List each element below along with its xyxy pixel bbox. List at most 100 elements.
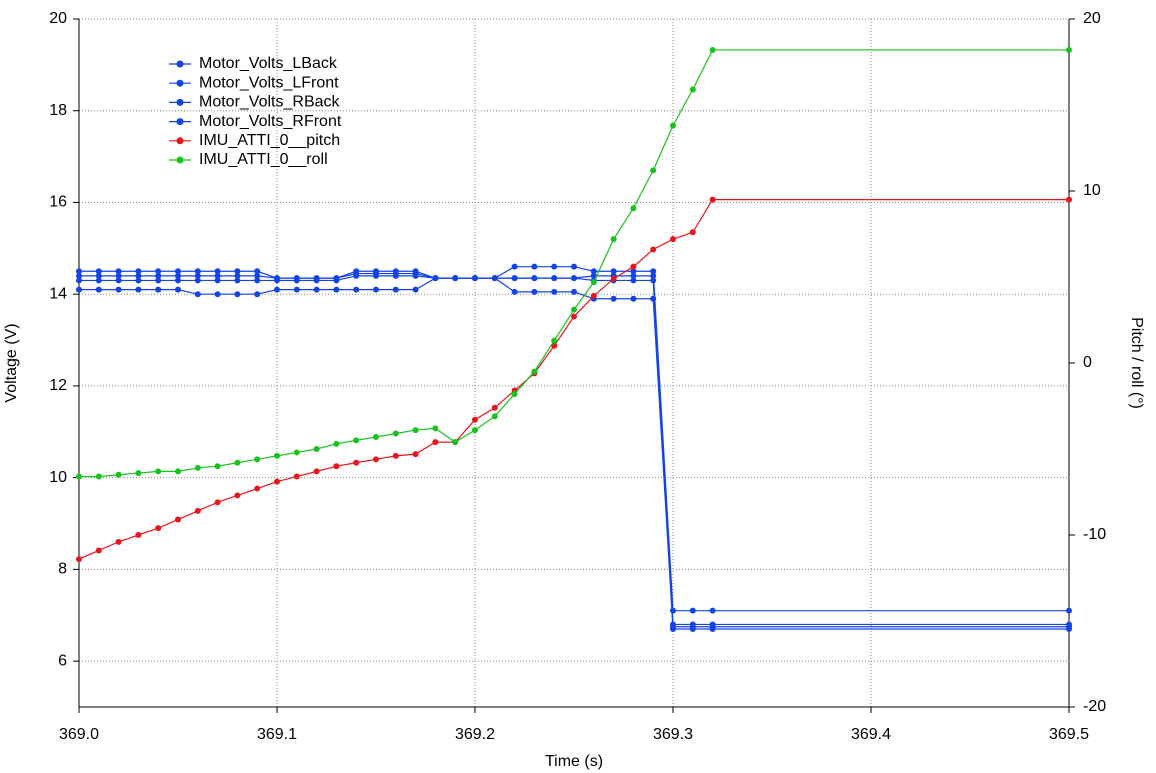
data-point: [115, 538, 122, 545]
data-point: [452, 275, 459, 282]
y2-tick-label: -20: [1083, 698, 1106, 715]
data-point: [214, 268, 221, 275]
data-point: [194, 277, 201, 284]
data-point: [353, 272, 360, 279]
legend-marker: [176, 118, 184, 126]
data-point: [670, 236, 676, 243]
data-point: [234, 492, 241, 499]
legend-label: IMU_ATTI_0__pitch: [199, 132, 340, 149]
series-line: [79, 272, 1069, 626]
data-point: [234, 277, 241, 284]
data-point: [155, 272, 162, 279]
data-point: [214, 291, 221, 298]
data-point: [412, 427, 419, 434]
data-point: [709, 607, 716, 614]
data-point: [313, 286, 320, 293]
data-point: [274, 452, 280, 459]
data-point: [610, 236, 617, 243]
data-point: [293, 277, 300, 284]
legend-marker: [176, 137, 184, 145]
series-line: [79, 275, 1069, 628]
data-point: [452, 439, 459, 446]
data-point: [76, 473, 82, 480]
data-point: [610, 268, 617, 275]
data-point: [392, 286, 399, 293]
data-point: [313, 277, 320, 284]
x-tick-label: 369.1: [257, 726, 297, 743]
data-point: [630, 277, 637, 284]
data-point: [333, 440, 340, 447]
data-point: [194, 272, 201, 279]
legend-label: Motor_Volts_LBack: [199, 55, 338, 72]
data-point: [313, 468, 320, 475]
data-point: [531, 288, 538, 295]
data-point: [551, 275, 558, 282]
data-point: [274, 478, 280, 485]
data-point: [472, 416, 478, 423]
data-point: [95, 547, 102, 554]
data-point: [293, 473, 300, 480]
data-point: [630, 205, 637, 212]
y-tick-label: 6: [58, 652, 67, 669]
data-point: [95, 286, 102, 293]
data-point: [412, 272, 419, 279]
data-point: [1066, 626, 1072, 633]
data-point: [214, 272, 221, 279]
y2-tick-label: -10: [1083, 526, 1106, 543]
y-axis-label: Voltage (V): [3, 323, 20, 402]
data-point: [670, 626, 676, 633]
data-point: [432, 275, 439, 282]
data-point: [630, 268, 637, 275]
data-point: [392, 452, 399, 459]
data-point: [709, 626, 716, 633]
data-point: [650, 167, 657, 174]
data-point: [254, 485, 261, 492]
data-point: [610, 275, 617, 282]
data-point: [214, 463, 221, 470]
x-tick-label: 369.5: [1049, 726, 1089, 743]
data-point: [254, 268, 261, 275]
data-point: [551, 342, 558, 349]
data-point: [115, 286, 122, 293]
y-tick-label: 10: [49, 469, 67, 486]
y2-tick-label: 20: [1083, 10, 1101, 27]
data-point: [670, 607, 676, 614]
data-point: [373, 272, 379, 279]
data-point: [491, 404, 498, 411]
data-point: [412, 286, 419, 293]
data-point: [293, 449, 300, 456]
data-point: [234, 272, 241, 279]
x-tick-label: 369.0: [59, 726, 99, 743]
data-point: [650, 277, 657, 284]
data-point: [175, 468, 181, 475]
data-point: [551, 337, 558, 344]
y-tick-label: 14: [49, 285, 67, 302]
data-point: [511, 275, 518, 282]
data-point: [155, 525, 162, 532]
data-point: [571, 263, 577, 270]
data-point: [531, 368, 538, 375]
data-point: [571, 313, 577, 320]
data-point: [689, 86, 696, 93]
data-point: [293, 286, 300, 293]
data-point: [472, 427, 478, 434]
data-point: [373, 456, 379, 463]
data-point: [135, 286, 142, 293]
data-point: [373, 433, 379, 440]
series-line: [78, 199, 1069, 560]
data-point: [155, 277, 162, 284]
data-point: [175, 272, 181, 279]
data-point: [333, 277, 340, 284]
data-point: [254, 291, 261, 298]
series: [76, 196, 1072, 563]
y-tick-label: 20: [49, 10, 67, 27]
data-point: [432, 439, 439, 446]
y2-tick-label: 0: [1083, 354, 1092, 371]
data-point: [234, 268, 241, 275]
data-point: [115, 272, 122, 279]
data-point: [175, 268, 181, 275]
series-line: [79, 49, 1069, 478]
y-tick-label: 18: [49, 102, 67, 119]
data-point: [571, 275, 577, 282]
